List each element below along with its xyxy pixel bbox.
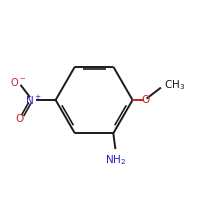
Text: N$^+$: N$^+$ <box>25 93 41 107</box>
Text: CH$_3$: CH$_3$ <box>164 78 185 92</box>
Text: O$^-$: O$^-$ <box>10 76 26 88</box>
Text: NH$_2$: NH$_2$ <box>105 153 126 167</box>
Text: O: O <box>15 114 24 124</box>
Text: O: O <box>141 95 149 105</box>
